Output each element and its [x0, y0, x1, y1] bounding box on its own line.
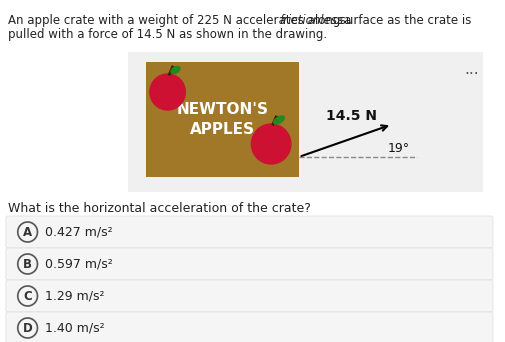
Circle shape	[251, 124, 290, 164]
Text: APPLES: APPLES	[189, 122, 255, 137]
FancyBboxPatch shape	[6, 312, 492, 342]
Text: 14.5 N: 14.5 N	[326, 109, 377, 123]
FancyBboxPatch shape	[145, 62, 298, 177]
FancyBboxPatch shape	[6, 216, 492, 248]
Circle shape	[149, 74, 185, 110]
Ellipse shape	[273, 116, 284, 124]
Text: A: A	[23, 225, 32, 238]
Text: surface as the crate is: surface as the crate is	[335, 14, 470, 27]
Text: What is the horizontal acceleration of the crate?: What is the horizontal acceleration of t…	[8, 202, 310, 215]
Text: ...: ...	[464, 62, 478, 77]
Text: D: D	[23, 321, 32, 334]
Text: 1.29 m/s²: 1.29 m/s²	[45, 289, 105, 303]
FancyBboxPatch shape	[6, 248, 492, 280]
Text: 0.427 m/s²: 0.427 m/s²	[45, 225, 113, 238]
FancyBboxPatch shape	[128, 52, 482, 192]
FancyBboxPatch shape	[6, 280, 492, 312]
Text: 1.40 m/s²: 1.40 m/s²	[45, 321, 105, 334]
Text: An apple crate with a weight of 225 N accelerates along a: An apple crate with a weight of 225 N ac…	[8, 14, 355, 27]
Text: NEWTON'S: NEWTON'S	[176, 103, 268, 118]
Text: frictionless: frictionless	[279, 14, 343, 27]
Text: pulled with a force of 14.5 N as shown in the drawing.: pulled with a force of 14.5 N as shown i…	[8, 28, 326, 41]
Text: B: B	[23, 258, 32, 271]
Text: C: C	[23, 289, 32, 303]
Text: 19°: 19°	[387, 143, 409, 156]
Ellipse shape	[171, 66, 180, 74]
Text: 0.597 m/s²: 0.597 m/s²	[45, 258, 113, 271]
